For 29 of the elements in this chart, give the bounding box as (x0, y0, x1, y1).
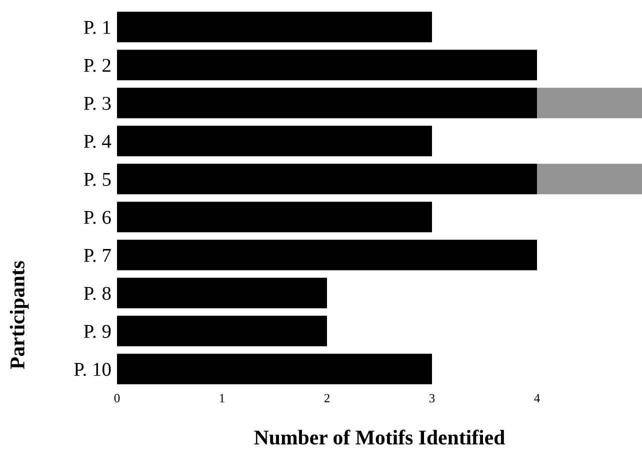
bar (117, 164, 537, 194)
bar (117, 50, 537, 80)
y-tick-label: P. 10 (74, 362, 111, 376)
bar (537, 164, 642, 194)
y-tick-label: P. 5 (84, 173, 111, 186)
bar (117, 202, 432, 232)
y-tick-label: P. 4 (84, 134, 112, 148)
bar (117, 12, 432, 42)
x-tick-label: 1 (220, 394, 224, 402)
y-tick-label: P. 7 (84, 249, 111, 262)
y-tick-label: P. 3 (84, 96, 111, 110)
bar (537, 88, 642, 118)
bar (117, 240, 537, 270)
y-tick-label: P. 2 (84, 58, 110, 72)
y-tick-label: P. 6 (84, 210, 111, 224)
x-tick-label: 3 (429, 394, 435, 402)
bar (117, 126, 432, 156)
bar (117, 88, 537, 118)
y-tick-label: P. 1 (84, 20, 110, 34)
y-tick-label: P. 8 (84, 286, 111, 300)
x-tick-label: 0 (114, 394, 120, 402)
y-tick-label: P. 9 (84, 324, 111, 338)
bar (117, 316, 327, 346)
x-axis-title: Number of Motifs Identified (254, 430, 505, 445)
x-tick-label: 4 (534, 394, 540, 402)
y-axis-title: Participants (10, 261, 29, 370)
bar (117, 278, 327, 308)
x-tick-label: 2 (324, 394, 330, 402)
bar (117, 354, 432, 384)
